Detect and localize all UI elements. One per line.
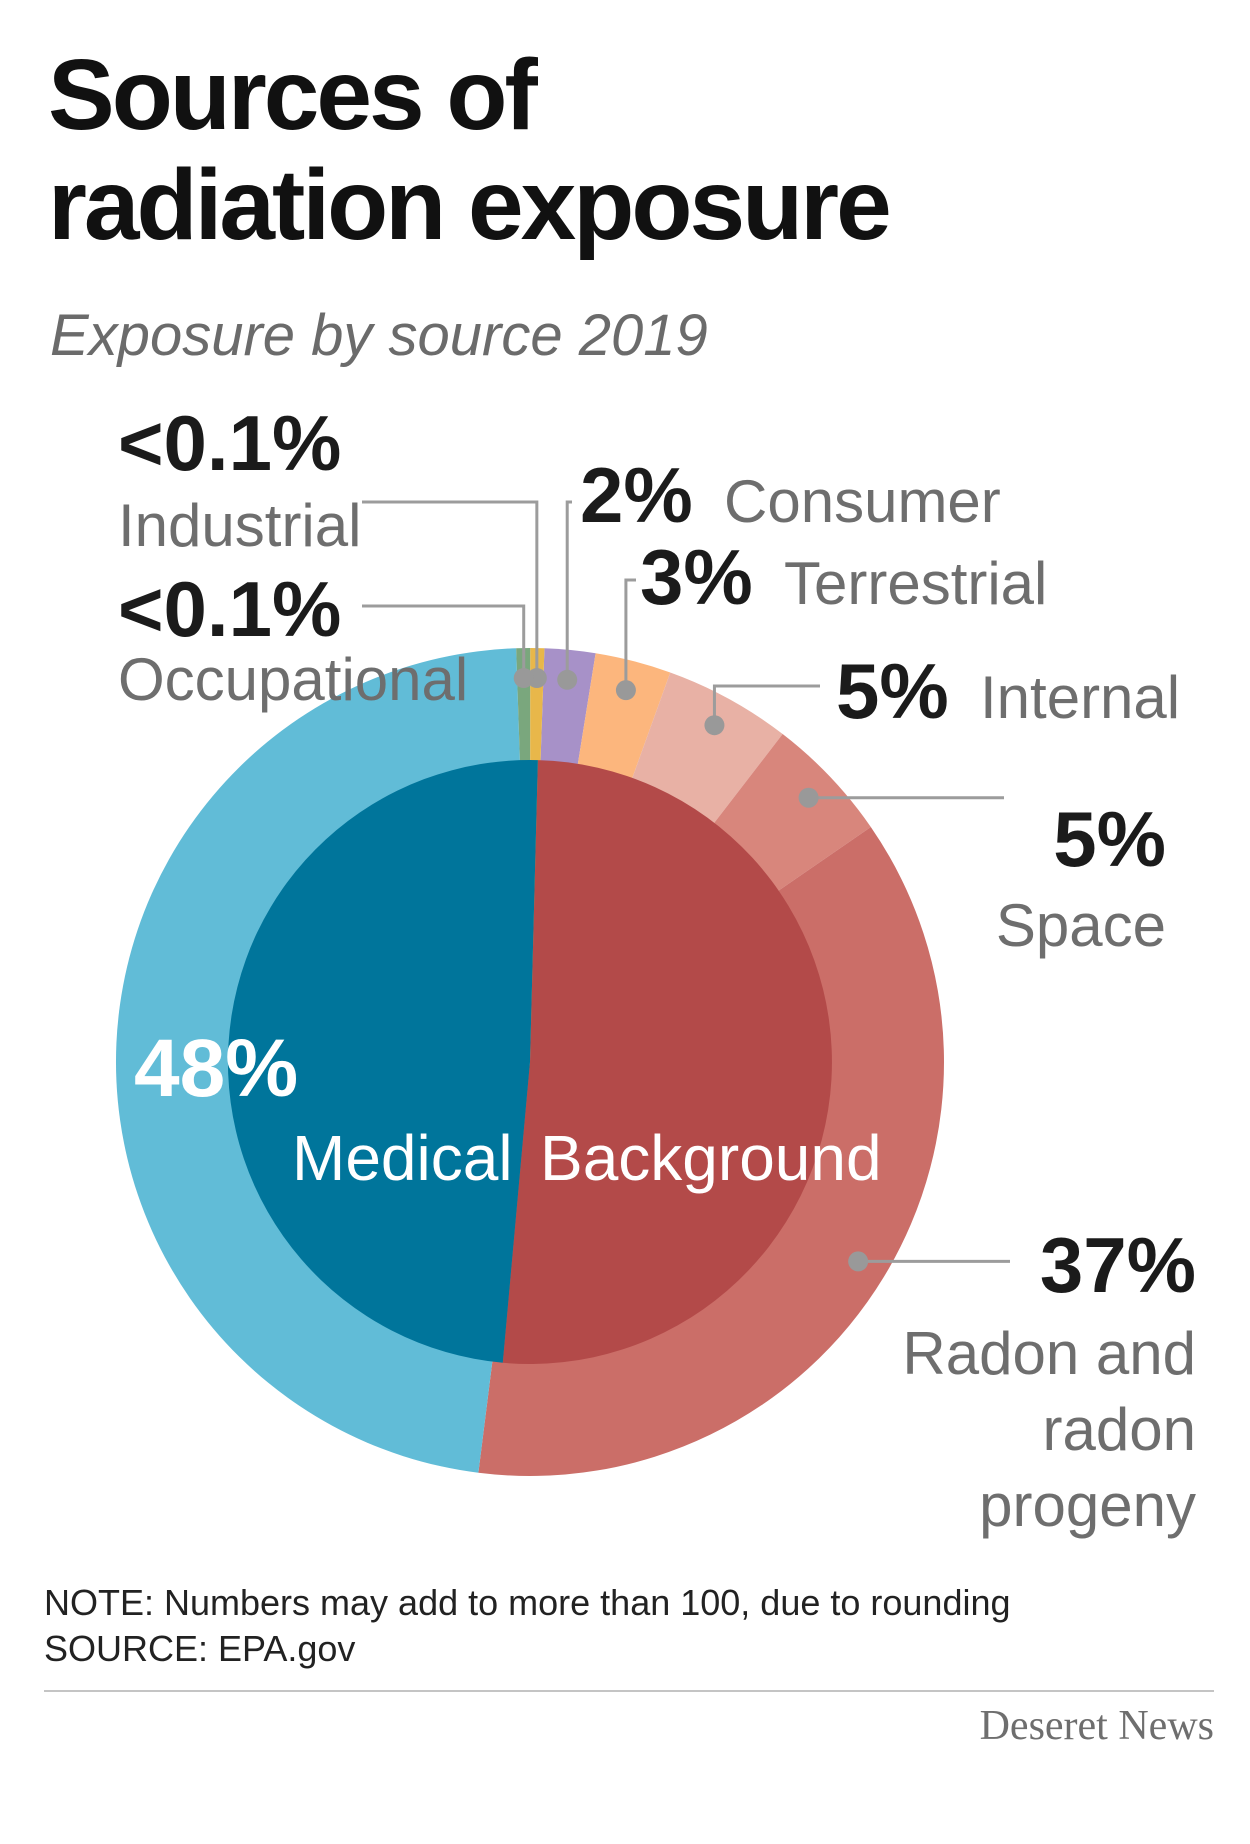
- dot-internal: [704, 715, 725, 736]
- leader-terrestrial: [624, 578, 636, 691]
- leader-consumer: [565, 500, 572, 680]
- label-radon-name-line-1: Radon and: [902, 1320, 1196, 1387]
- footnote: NOTE: Numbers may add to more than 100, …: [44, 1580, 1011, 1672]
- label-radon-name-line-3: progeny: [979, 1472, 1196, 1539]
- label-occupational-name: Occupational: [118, 646, 468, 713]
- chart-title: Sources of radiation exposure: [48, 39, 892, 261]
- label-terrestrial-name: Terrestrial: [784, 550, 1047, 617]
- label-terrestrial-pct: 3%: [640, 533, 753, 621]
- label-industrial-name: Industrial: [118, 492, 361, 559]
- label-background-name: Background: [540, 1122, 882, 1194]
- slice-inner-medical: [227, 759, 538, 1363]
- label-occupational-pct: <0.1%: [118, 565, 341, 653]
- inner-pie: [227, 759, 832, 1364]
- dot-space: [798, 787, 819, 808]
- slice-inner-background: [502, 760, 832, 1364]
- label-internal-name: Internal: [980, 664, 1180, 731]
- label-space-pct: 5%: [1053, 795, 1166, 883]
- publisher-logo: Deseret News: [979, 1703, 1214, 1749]
- chart-subtitle: Exposure by source 2019: [50, 303, 708, 368]
- note-text: NOTE: Numbers may add to more than 100, …: [44, 1582, 1011, 1623]
- dot-terrestrial: [615, 680, 636, 701]
- title-line-2: radiation exposure: [48, 149, 892, 261]
- label-radon-pct: 37%: [1040, 1221, 1196, 1309]
- leader-occupational: [362, 604, 526, 679]
- label-radon-name-line-2: radon: [1043, 1396, 1196, 1463]
- dot-occupational: [513, 668, 534, 689]
- leader-internal: [712, 684, 820, 726]
- label-medical-name: Medical: [292, 1122, 513, 1194]
- label-internal-pct: 5%: [836, 647, 949, 735]
- label-medical-pct: 48%: [134, 1023, 298, 1114]
- dot-consumer: [557, 669, 578, 690]
- divider: [44, 1690, 1214, 1692]
- dot-radon-and-radon-progeny: [848, 1251, 869, 1272]
- label-space-name: Space: [996, 892, 1166, 959]
- title-line-1: Sources of: [48, 39, 538, 151]
- label-consumer-pct: 2%: [580, 451, 693, 539]
- label-consumer-name: Consumer: [724, 468, 1001, 535]
- leader-industrial: [362, 500, 539, 679]
- callouts: [362, 500, 1010, 1272]
- source-text: SOURCE: EPA.gov: [44, 1628, 356, 1669]
- label-industrial-pct: <0.1%: [118, 399, 341, 487]
